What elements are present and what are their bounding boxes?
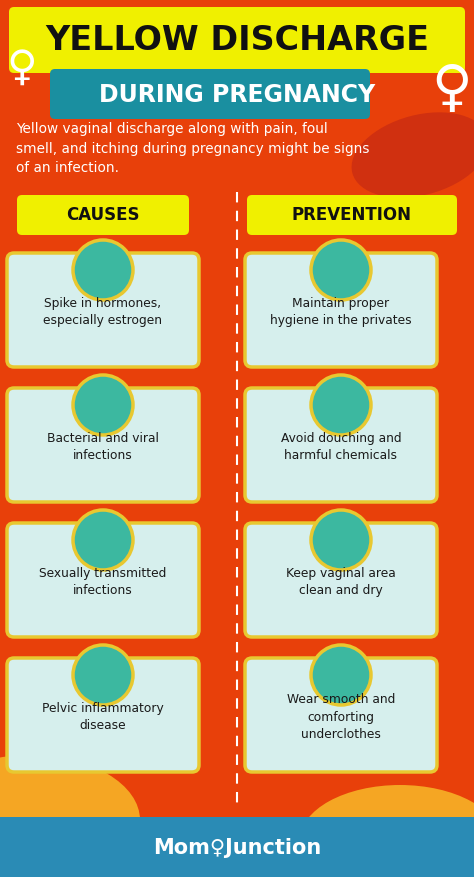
FancyBboxPatch shape: [50, 69, 370, 119]
FancyBboxPatch shape: [7, 523, 199, 637]
Text: Avoid douching and
harmful chemicals: Avoid douching and harmful chemicals: [281, 431, 401, 462]
Text: Keep vaginal area
clean and dry: Keep vaginal area clean and dry: [286, 567, 396, 597]
Text: Sexually transmitted
infections: Sexually transmitted infections: [39, 567, 167, 597]
Circle shape: [311, 510, 371, 570]
FancyBboxPatch shape: [17, 195, 189, 235]
Text: Wear smooth and
comforting
underclothes: Wear smooth and comforting underclothes: [287, 693, 395, 741]
FancyBboxPatch shape: [7, 388, 199, 502]
FancyBboxPatch shape: [245, 253, 437, 367]
Text: PREVENTION: PREVENTION: [292, 206, 412, 224]
FancyBboxPatch shape: [245, 388, 437, 502]
Text: Yellow vaginal discharge along with pain, foul
smell, and itching during pregnan: Yellow vaginal discharge along with pain…: [16, 122, 370, 175]
Circle shape: [73, 510, 133, 570]
Circle shape: [311, 645, 371, 705]
Ellipse shape: [300, 785, 474, 877]
Text: CAUSES: CAUSES: [66, 206, 140, 224]
Circle shape: [73, 375, 133, 435]
Circle shape: [311, 375, 371, 435]
Circle shape: [311, 240, 371, 300]
FancyBboxPatch shape: [7, 658, 199, 772]
Ellipse shape: [0, 755, 140, 877]
Text: Bacterial and viral
infections: Bacterial and viral infections: [47, 431, 159, 462]
Circle shape: [73, 240, 133, 300]
Text: Pelvic inflammatory
disease: Pelvic inflammatory disease: [42, 702, 164, 732]
FancyBboxPatch shape: [9, 7, 465, 73]
FancyBboxPatch shape: [245, 523, 437, 637]
FancyBboxPatch shape: [0, 817, 474, 877]
FancyBboxPatch shape: [7, 253, 199, 367]
Text: ♀: ♀: [432, 63, 472, 117]
Text: ♀: ♀: [7, 47, 37, 89]
Ellipse shape: [352, 112, 474, 197]
Text: Mom♀Junction: Mom♀Junction: [153, 838, 321, 858]
FancyBboxPatch shape: [247, 195, 457, 235]
Circle shape: [73, 645, 133, 705]
Text: Spike in hormones,
especially estrogen: Spike in hormones, especially estrogen: [44, 296, 163, 327]
Text: Maintain proper
hygiene in the privates: Maintain proper hygiene in the privates: [270, 296, 412, 327]
Text: DURING PREGNANCY: DURING PREGNANCY: [99, 83, 375, 107]
Text: YELLOW DISCHARGE: YELLOW DISCHARGE: [45, 25, 429, 58]
FancyBboxPatch shape: [245, 658, 437, 772]
